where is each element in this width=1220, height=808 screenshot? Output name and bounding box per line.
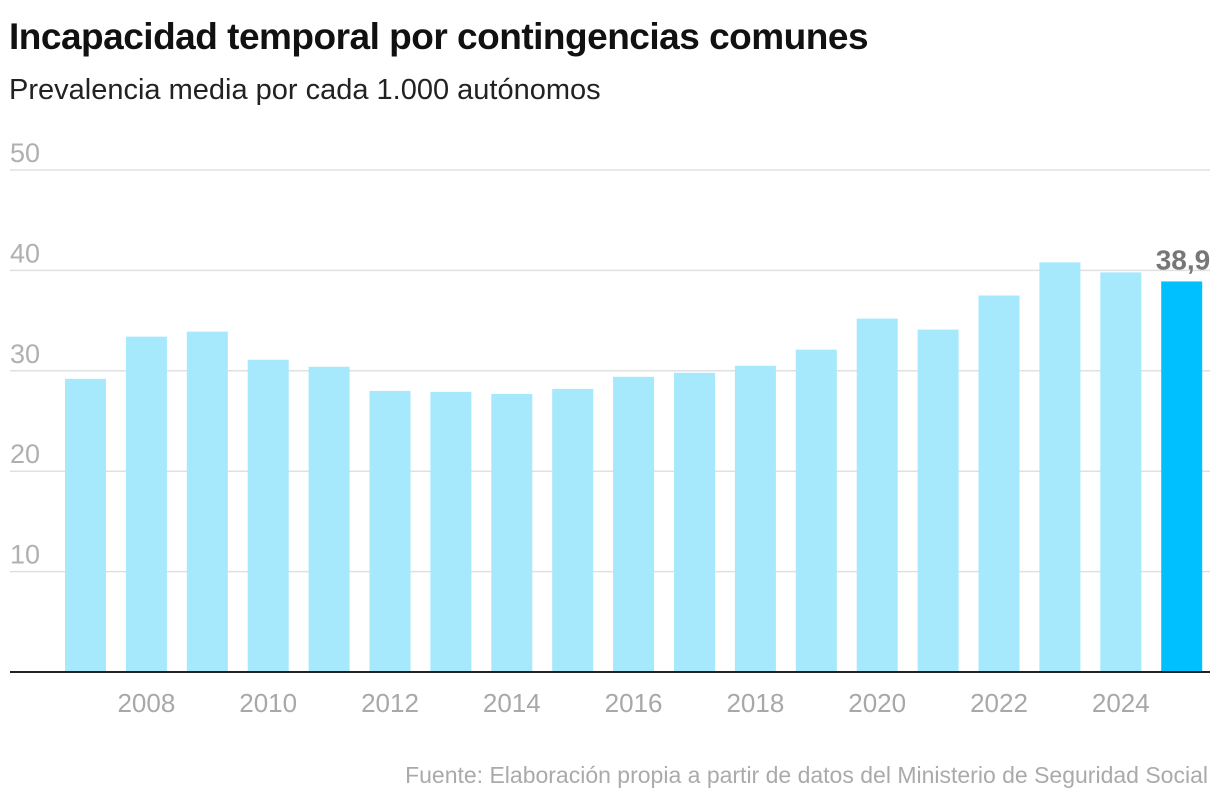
source-note: Fuente: Elaboración propia a partir de d…	[405, 762, 1208, 788]
bar-2007	[65, 378, 106, 672]
x-tick-label: 2022	[970, 688, 1028, 718]
bar-2022	[978, 295, 1020, 672]
bar-2025	[1161, 281, 1203, 672]
x-tick-label: 2008	[117, 688, 175, 718]
data-label: 38,9	[1156, 244, 1211, 275]
bar-2013	[430, 391, 472, 672]
x-tick-label: 2024	[1092, 688, 1150, 718]
bar-2021	[917, 329, 959, 672]
bar-2014	[491, 393, 533, 672]
bar-2019	[795, 349, 837, 672]
x-tick-label: 2012	[361, 688, 419, 718]
y-tick-label: 50	[10, 138, 40, 168]
bar-2016	[613, 376, 655, 672]
bar-2008	[125, 336, 167, 672]
bar-2020	[856, 318, 898, 672]
bar-2011	[308, 366, 350, 672]
chart-title: Incapacidad temporal por contingencias c…	[9, 16, 869, 57]
x-tick-label: 2016	[605, 688, 663, 718]
x-tick-label: 2010	[239, 688, 297, 718]
bar-2010	[247, 359, 289, 672]
y-tick-label: 40	[10, 238, 40, 268]
y-tick-label: 10	[10, 540, 40, 570]
bar-2015	[552, 388, 594, 672]
y-tick-label: 20	[10, 439, 40, 469]
x-tick-label: 2020	[848, 688, 906, 718]
chart-subtitle: Prevalencia media por cada 1.000 autónom…	[9, 74, 601, 106]
bar-2009	[186, 331, 228, 672]
x-tick-label: 2018	[726, 688, 784, 718]
bar-2012	[369, 390, 411, 672]
x-tick-label: 2014	[483, 688, 541, 718]
bar-2018	[734, 365, 776, 672]
bar-2023	[1039, 262, 1081, 672]
bar-2017	[674, 372, 715, 672]
y-tick-label: 30	[10, 339, 40, 369]
bar-2024	[1100, 272, 1142, 672]
